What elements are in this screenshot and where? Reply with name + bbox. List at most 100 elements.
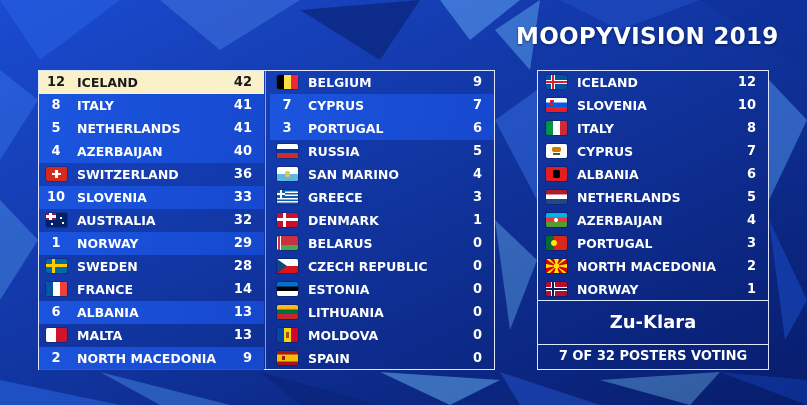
switzerland-flag-icon (46, 167, 67, 181)
country-name: PORTUGAL (577, 236, 653, 251)
scoreboard-row: 2 NORTH MACEDONIA 9 (39, 347, 264, 370)
scoreboard-row: CZECH REPUBLIC 0 (270, 255, 494, 278)
voter-panel (537, 70, 769, 370)
country-name: SLOVENIA (77, 190, 147, 205)
country-name: SPAIN (308, 351, 350, 366)
total-score: 32 (233, 213, 252, 228)
total-score: 40 (233, 144, 252, 159)
scoreboard-row: 1 NORWAY 29 (39, 232, 264, 255)
points-awarded: 12 (737, 75, 756, 90)
country-name: MALTA (77, 328, 123, 343)
scoreboard-row: 8 ITALY 41 (39, 94, 264, 117)
san-marino-flag-icon (277, 167, 298, 181)
scoreboard-row: AUSTRALIA 32 (39, 209, 264, 232)
points-awarded: 2 (746, 259, 756, 274)
country-name: RUSSIA (308, 144, 360, 159)
received-points: 8 (51, 98, 61, 113)
scoreboard-row: SAN MARINO 4 (270, 163, 494, 186)
total-score: 0 (472, 259, 482, 274)
received-points: 5 (51, 121, 61, 136)
total-score: 0 (472, 236, 482, 251)
page-title: MOOPYVISION 2019 (516, 24, 779, 50)
netherlands-flag-icon (546, 190, 567, 204)
country-name: NETHERLANDS (77, 121, 181, 136)
country-name: BELGIUM (308, 75, 372, 90)
scoreboard-row: RUSSIA 5 (270, 140, 494, 163)
total-score: 42 (233, 75, 252, 90)
denmark-flag-icon (277, 213, 298, 227)
country-name: ALBANIA (577, 167, 639, 182)
total-score: 41 (233, 98, 252, 113)
voter-panel-divider (538, 300, 768, 301)
italy-flag-icon (546, 121, 567, 135)
total-score: 0 (472, 305, 482, 320)
received-points: 12 (46, 75, 66, 90)
country-name: GREECE (308, 190, 363, 205)
country-name: NORTH MACEDONIA (577, 259, 717, 274)
country-name: ESTONIA (308, 282, 370, 297)
total-score: 13 (233, 305, 252, 320)
received-points: 4 (51, 144, 61, 159)
australia-flag-icon (46, 213, 67, 227)
points-awarded: 1 (746, 282, 756, 297)
country-name: CZECH REPUBLIC (308, 259, 428, 274)
vote-row: ITALY 8 (538, 117, 768, 140)
received-points: 2 (51, 351, 61, 366)
points-awarded: 7 (746, 144, 756, 159)
received-points: 10 (46, 190, 66, 205)
scoreboard-row: SWITZERLAND 36 (39, 163, 264, 186)
country-name: ICELAND (577, 75, 638, 90)
country-name: AZERBAIJAN (577, 213, 663, 228)
scoreboard-row: SPAIN 0 (270, 347, 494, 370)
total-score: 9 (242, 351, 252, 366)
total-score: 3 (472, 190, 482, 205)
scoreboard-row: 3 PORTUGAL 6 (270, 117, 494, 140)
total-score: 14 (233, 282, 252, 297)
voter-name: Zu-Klara (609, 312, 697, 333)
estonia-flag-icon (277, 282, 298, 296)
scoreboard-row: BELARUS 0 (270, 232, 494, 255)
scoreboard-row: MALTA 13 (39, 324, 264, 347)
vote-row: ICELAND 12 (538, 71, 768, 94)
voter-panel-divider (538, 344, 768, 345)
points-awarded: 10 (737, 98, 756, 113)
country-name: SWITZERLAND (77, 167, 179, 182)
country-name: LITHUANIA (308, 305, 384, 320)
vote-row: NETHERLANDS 5 (538, 186, 768, 209)
sweden-flag-icon (46, 259, 67, 273)
country-name: SWEDEN (77, 259, 138, 274)
scoreboard-row: 4 AZERBAIJAN 40 (39, 140, 264, 163)
vote-row: CYPRUS 7 (538, 140, 768, 163)
scoreboard-row: 7 CYPRUS 7 (270, 94, 494, 117)
belgium-flag-icon (277, 75, 298, 89)
scoreboard-row: ESTONIA 0 (270, 278, 494, 301)
norway-flag-icon (546, 282, 567, 296)
country-name: ICELAND (77, 75, 138, 90)
malta-flag-icon (46, 328, 67, 342)
albania-flag-icon (546, 167, 567, 181)
vote-row: PORTUGAL 3 (538, 232, 768, 255)
north-macedonia-flag-icon (546, 259, 567, 273)
points-awarded: 6 (746, 167, 756, 182)
country-name: FRANCE (77, 282, 134, 297)
points-awarded: 3 (746, 236, 756, 251)
voting-progress-text: 7 OF 32 POSTERS VOTING (558, 349, 748, 364)
scoreboard-row: GREECE 3 (270, 186, 494, 209)
total-score: 13 (233, 328, 252, 343)
iceland-flag-icon (546, 75, 567, 89)
greece-flag-icon (277, 190, 298, 204)
portugal-flag-icon (546, 236, 567, 250)
scoreboard-row: BELGIUM 9 (270, 71, 494, 94)
moldova-flag-icon (277, 328, 298, 342)
country-name: NETHERLANDS (577, 190, 681, 205)
country-name: AUSTRALIA (77, 213, 156, 228)
total-score: 4 (472, 167, 482, 182)
country-name: ALBANIA (77, 305, 139, 320)
scoreboard-column-divider (265, 70, 266, 370)
cyprus-flag-icon (546, 144, 567, 158)
country-name: MOLDOVA (308, 328, 379, 343)
points-awarded: 5 (746, 190, 756, 205)
vote-row: SLOVENIA 10 (538, 94, 768, 117)
total-score: 5 (472, 144, 482, 159)
lithuania-flag-icon (277, 305, 298, 319)
